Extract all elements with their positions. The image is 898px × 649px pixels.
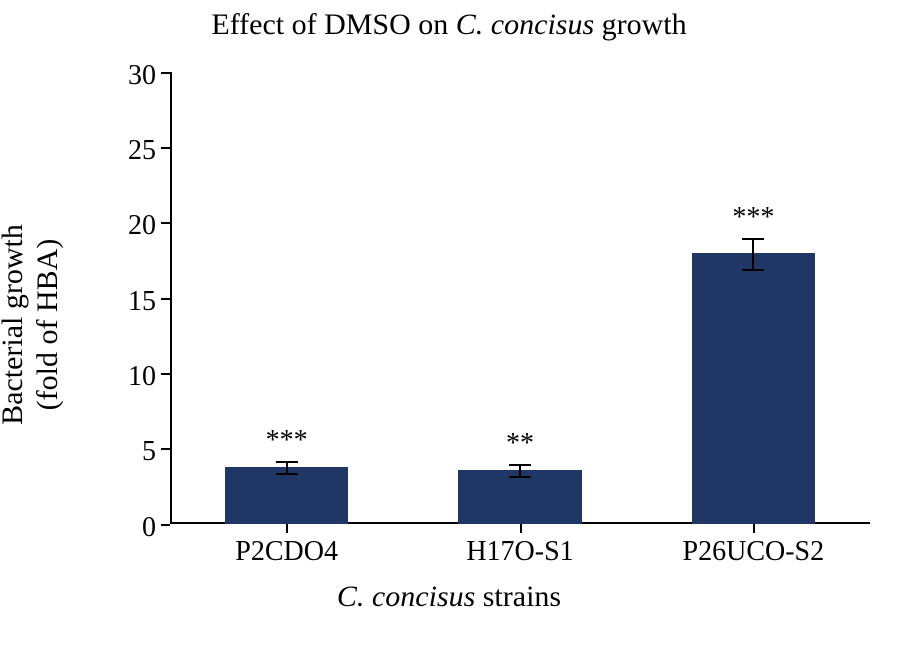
y-tick: 0 <box>161 524 170 525</box>
bar <box>458 470 582 524</box>
x-tick <box>753 524 754 533</box>
error-bar-cap-bottom <box>509 476 531 478</box>
significance-label: *** <box>693 202 813 234</box>
x-tick-label: P26UCO-S2 <box>643 536 863 568</box>
x-tick-mark <box>753 524 755 533</box>
y-axis-label-line2: (fold of HBA) <box>30 239 63 411</box>
x-tick-mark <box>520 524 522 533</box>
error-bar-cap-bottom <box>276 473 298 475</box>
x-axis-label: C. concisus strains <box>0 580 898 614</box>
y-tick: 10 <box>161 373 170 374</box>
chart-title: Effect of DMSO on C. concisus growth <box>0 8 898 42</box>
x-axis-label-part-1: strains <box>475 580 561 613</box>
y-axis-label: Bacterial growth (fold of HBA) <box>10 0 50 649</box>
y-tick-mark <box>161 222 170 224</box>
y-tick: 30 <box>161 72 170 73</box>
chart-container: Effect of DMSO on C. concisus growth Bac… <box>0 0 898 649</box>
y-axis-line <box>170 72 172 524</box>
y-tick-label: 20 <box>128 210 156 242</box>
x-tick-label: P2CDO4 <box>177 536 397 568</box>
x-tick <box>520 524 521 533</box>
bar <box>692 253 816 524</box>
bar <box>225 467 349 524</box>
y-tick-mark <box>161 373 170 375</box>
x-tick-mark <box>286 524 288 533</box>
y-tick: 5 <box>161 448 170 449</box>
error-bar-cap-top <box>742 238 764 240</box>
error-bar-cap-bottom <box>742 269 764 271</box>
title-part-0: Effect of DMSO on <box>211 8 455 41</box>
plot-area: 051015202530P2CDO4***H17O-S1**P26UCO-S2*… <box>170 72 870 524</box>
y-axis-label-inner: Bacterial growth (fold of HBA) <box>0 224 65 425</box>
x-tick <box>286 524 287 533</box>
y-tick-mark <box>161 448 170 450</box>
x-tick-label: H17O-S1 <box>410 536 630 568</box>
y-tick-mark <box>161 298 170 300</box>
y-tick-label: 15 <box>128 286 156 318</box>
y-tick-label: 10 <box>128 361 156 393</box>
y-tick: 15 <box>161 298 170 299</box>
x-axis-label-part-0: C. concisus <box>337 580 475 613</box>
significance-label: ** <box>460 428 580 460</box>
title-part-1: C. concisus <box>456 8 594 41</box>
error-bar-cap-top <box>509 464 531 466</box>
y-axis-label-line1: Bacterial growth <box>0 224 29 425</box>
y-tick-label: 25 <box>128 135 156 167</box>
y-tick: 25 <box>161 147 170 148</box>
y-tick-mark <box>161 147 170 149</box>
y-tick-mark <box>161 524 170 526</box>
y-tick: 20 <box>161 222 170 223</box>
y-tick-label: 0 <box>142 512 156 544</box>
y-tick-mark <box>161 72 170 74</box>
y-tick-label: 5 <box>142 436 156 468</box>
error-bar-cap-top <box>276 461 298 463</box>
error-bar-stem <box>752 238 754 271</box>
significance-label: *** <box>227 425 347 457</box>
y-tick-label: 30 <box>128 60 156 92</box>
title-part-2: growth <box>594 8 687 41</box>
